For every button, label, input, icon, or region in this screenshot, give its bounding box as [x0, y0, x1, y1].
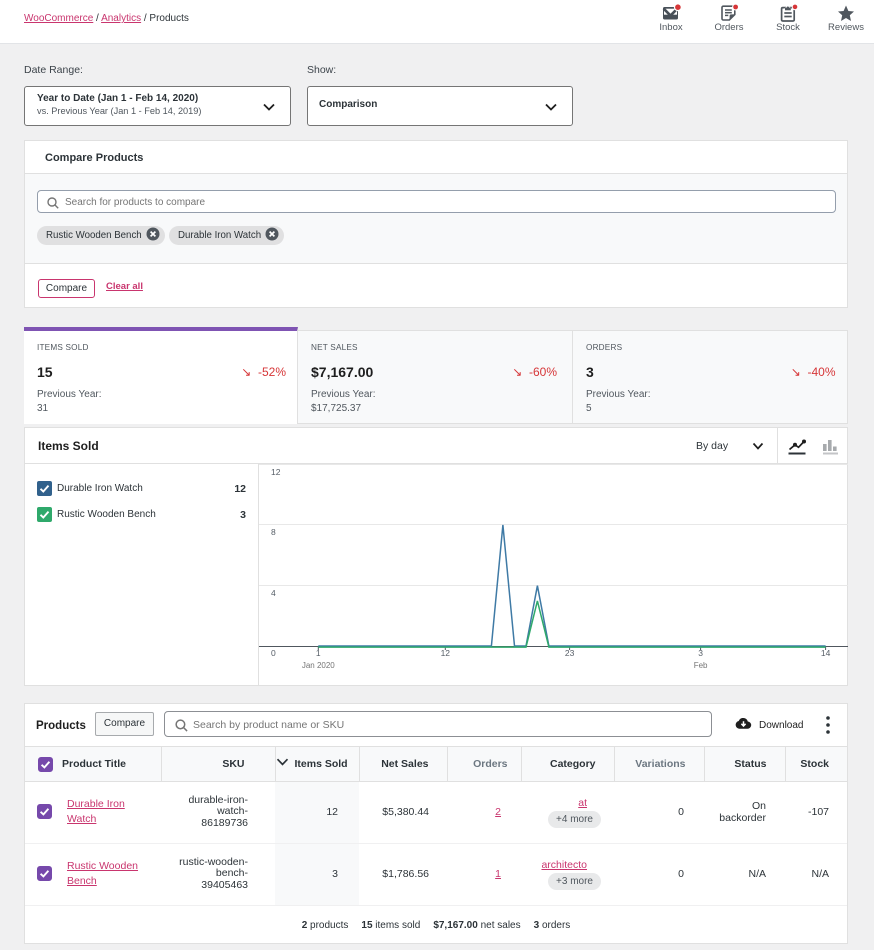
svg-text:Jan 2020: Jan 2020: [302, 661, 335, 670]
svg-text:0: 0: [271, 648, 276, 658]
svg-text:Feb: Feb: [694, 661, 708, 670]
svg-text:23: 23: [565, 648, 575, 658]
svg-text:14: 14: [821, 648, 831, 658]
svg-text:1: 1: [316, 648, 321, 658]
svg-text:12: 12: [441, 648, 451, 658]
svg-text:3: 3: [698, 648, 703, 658]
svg-text:12: 12: [271, 467, 281, 477]
svg-text:4: 4: [271, 588, 276, 598]
svg-text:8: 8: [271, 527, 276, 537]
